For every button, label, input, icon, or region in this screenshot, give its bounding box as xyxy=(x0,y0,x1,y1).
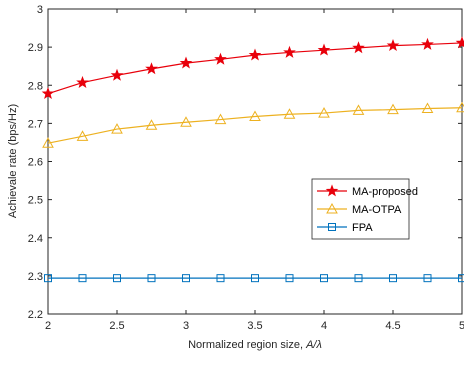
x-tick-label-6: 5 xyxy=(459,320,464,332)
y-tick-label-8: 3 xyxy=(37,4,43,16)
series-2-point-11 xyxy=(423,274,432,283)
series-0-point-5 xyxy=(214,52,227,65)
series-1-point-6 xyxy=(249,110,261,122)
series-1-point-10 xyxy=(387,103,399,115)
series-0-point-9 xyxy=(352,41,365,54)
series-2-point-6 xyxy=(251,274,259,283)
y-tick-label-0: 2.2 xyxy=(28,309,43,321)
series-1-point-3 xyxy=(145,119,158,130)
series-2-point-8 xyxy=(320,274,328,283)
series-1-point-0 xyxy=(42,137,54,148)
x-axis: 2 2.5 3 3.5 4 4.5 5 xyxy=(45,9,464,332)
series-0-point-2 xyxy=(110,68,124,81)
series-2-point-9 xyxy=(354,274,363,283)
y-tick-label-4: 2.6 xyxy=(28,157,43,169)
series-1-point-12 xyxy=(456,101,464,113)
y-tick-label-5: 2.7 xyxy=(28,118,43,130)
y-axis-title: Achievale rate (bps/Hz) xyxy=(7,104,19,218)
series-1-point-5 xyxy=(214,113,227,125)
series-2-point-1 xyxy=(78,274,87,283)
series-2-point-4 xyxy=(182,274,190,283)
legend-marker-0 xyxy=(325,184,339,197)
series-2-point-5 xyxy=(216,274,225,283)
series-0-point-6 xyxy=(248,48,262,61)
series-0-point-8 xyxy=(317,43,331,56)
plot-area xyxy=(47,8,463,315)
x-tick-label-4: 4 xyxy=(321,320,327,332)
x-axis-title: Normalized region size, A/λ xyxy=(188,339,322,351)
legend-label-1: MA-OTPA xyxy=(352,204,402,216)
series-0-point-4 xyxy=(179,56,193,69)
series-2-point-12 xyxy=(458,274,464,283)
series-2-point-7 xyxy=(285,274,294,283)
series-1-point-4 xyxy=(180,116,192,127)
legend: MA-proposed MA-OTPA FPA xyxy=(311,178,418,240)
y-tick-label-6: 2.8 xyxy=(28,80,43,92)
x-axis-title-math: A/λ xyxy=(305,339,322,351)
x-tick-label-5: 4.5 xyxy=(385,320,400,332)
series-0-point-10 xyxy=(386,38,400,51)
series-2-point-10 xyxy=(389,274,397,283)
y-tick-label-7: 2.9 xyxy=(28,42,43,54)
series-2-point-0 xyxy=(44,274,52,283)
series-0-point-7 xyxy=(283,45,296,58)
series-1-point-2 xyxy=(111,123,123,134)
series-1-point-1 xyxy=(76,130,89,141)
y-tick-label-2: 2.4 xyxy=(28,233,43,245)
x-tick-label-2: 3 xyxy=(183,320,189,332)
series-1-point-8 xyxy=(318,107,330,118)
x-tick-label-1: 2.5 xyxy=(109,320,124,332)
y-axis: 2.2 2.3 2.4 2.5 2.6 2.7 2.8 2.9 3 xyxy=(28,4,462,321)
legend-marker-1 xyxy=(326,202,338,214)
series-0-point-0 xyxy=(41,86,55,100)
series-layer xyxy=(41,36,464,283)
series-0-point-11 xyxy=(421,37,434,50)
legend-marker-2 xyxy=(328,223,336,231)
series-1-point-7 xyxy=(283,108,296,119)
axes-box xyxy=(47,8,463,315)
y-tick-label-1: 2.3 xyxy=(28,271,43,283)
series-0-point-12 xyxy=(455,36,464,49)
x-tick-label-0: 2 xyxy=(45,320,51,332)
x-tick-label-3: 3.5 xyxy=(247,320,262,332)
y-tick-label-3: 2.5 xyxy=(28,195,43,207)
x-axis-title-text: Normalized region size, xyxy=(188,339,306,351)
series-line-1 xyxy=(47,107,463,144)
series-2-point-2 xyxy=(113,274,121,283)
series-0-point-3 xyxy=(145,62,158,75)
legend-label-2: FPA xyxy=(352,222,373,234)
series-2-point-3 xyxy=(147,274,156,283)
legend-label-0: MA-proposed xyxy=(352,186,418,198)
series-1-point-9 xyxy=(352,104,365,115)
series-1-point-11 xyxy=(421,102,434,114)
series-0-point-1 xyxy=(76,75,89,88)
